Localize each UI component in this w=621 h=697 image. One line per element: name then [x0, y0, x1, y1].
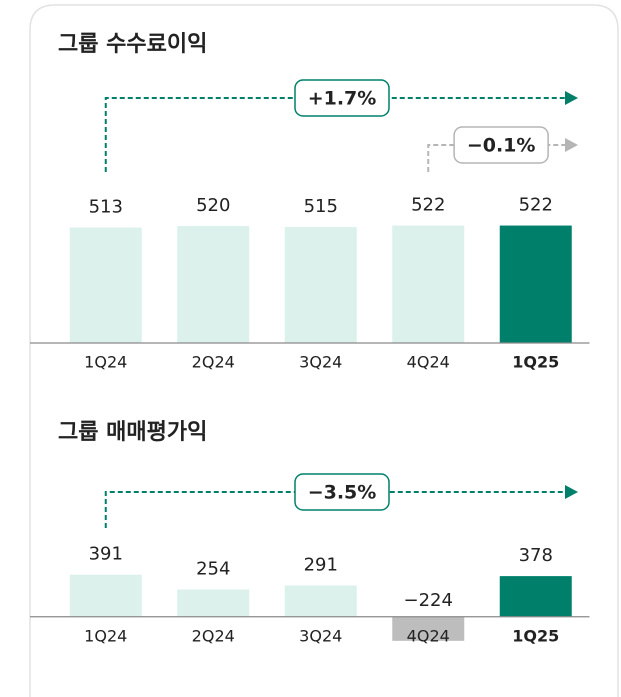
- value-label: 378: [519, 545, 553, 566]
- x-tick-label: 2Q24: [192, 353, 235, 372]
- chart-title: 그룹 수수료이익: [58, 32, 207, 57]
- value-label: 522: [519, 195, 553, 216]
- annotation-box: [453, 126, 549, 164]
- bar: [69, 574, 142, 617]
- arrow-head: [565, 485, 578, 499]
- annotation-label: −3.5%: [308, 482, 377, 504]
- bar: [392, 616, 465, 641]
- bar: [499, 225, 572, 343]
- value-label: 522: [411, 195, 445, 216]
- x-tick-label: 3Q24: [299, 353, 342, 372]
- x-tick-label: 2Q24: [192, 626, 235, 645]
- card: [29, 4, 619, 697]
- x-tick-label: 1Q25: [512, 626, 559, 645]
- value-label: −224: [404, 590, 453, 611]
- bar: [177, 589, 250, 617]
- bar: [392, 225, 465, 343]
- annotation-box: [294, 473, 390, 511]
- bar: [284, 585, 357, 617]
- annotation-box: [294, 79, 390, 117]
- value-label: 520: [196, 195, 230, 216]
- bar: [69, 227, 142, 343]
- x-tick-label: 4Q24: [407, 353, 450, 372]
- value-label: 391: [89, 544, 123, 565]
- x-tick-label: 3Q24: [299, 626, 342, 645]
- annotation-arrow: [104, 97, 566, 172]
- bar: [177, 226, 250, 343]
- chart-title: 그룹 매매평가익: [58, 420, 207, 445]
- arrow-head: [565, 91, 578, 105]
- annotation-label: +1.7%: [308, 88, 377, 110]
- annotation-label: −0.1%: [467, 135, 536, 157]
- x-tick-label: 1Q24: [84, 353, 127, 372]
- bar: [499, 576, 572, 617]
- value-label: 254: [196, 558, 230, 579]
- arrow-head: [565, 138, 578, 152]
- value-label: 513: [89, 197, 123, 218]
- annotation-arrow: [104, 491, 566, 528]
- annotation-arrow: [427, 144, 566, 172]
- bar: [284, 227, 357, 343]
- x-tick-label: 1Q25: [512, 353, 559, 372]
- x-tick-label: 1Q24: [84, 626, 127, 645]
- value-label: 291: [304, 554, 338, 575]
- value-label: 515: [304, 196, 338, 217]
- x-tick-label: 4Q24: [407, 626, 450, 645]
